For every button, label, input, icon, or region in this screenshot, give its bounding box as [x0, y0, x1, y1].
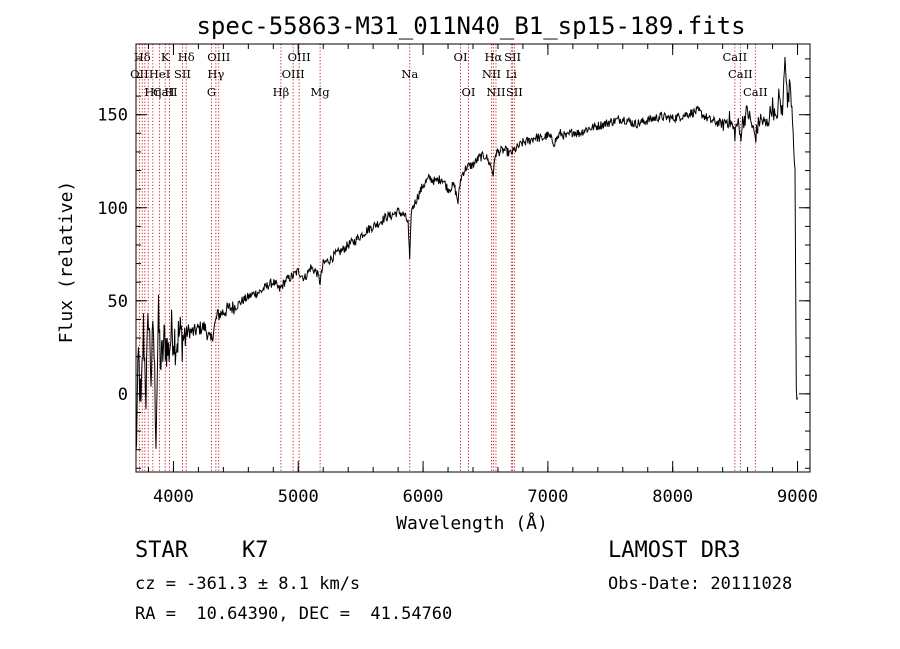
spectral-line-label: Hη	[144, 85, 161, 99]
survey-name: LAMOST DR3	[608, 538, 741, 563]
spectral-line-label: Hβ	[273, 85, 290, 99]
axis-ticks: 4000 5000 6000 7000 8000 9000 0 50 100 150	[97, 44, 818, 507]
redshift-value: cz = -361.3 ± 8.1 km/s	[135, 574, 361, 594]
spectral-line-label: OI	[454, 50, 468, 64]
spectral-line-label: OII	[130, 67, 149, 81]
spectral-line-label: Hα	[484, 50, 502, 64]
y-tick-label: 0	[118, 385, 128, 405]
object-subclass: K7	[242, 538, 269, 563]
spectral-line-label: NII	[482, 67, 501, 81]
spectral-line-label: Mg	[311, 85, 331, 99]
obs-date: Obs-Date: 20111028	[608, 574, 793, 594]
spectral-line-label: Li	[506, 67, 518, 81]
x-axis-label: Wavelength (Å)	[396, 512, 548, 534]
spectral-line-label: K	[161, 50, 170, 64]
spectral-line-label: Na	[401, 67, 418, 81]
spectral-line-label: OIII	[288, 50, 311, 64]
x-tick-label: 8000	[652, 487, 693, 507]
spectral-line-markers	[138, 44, 756, 472]
spectral-line-label: G	[207, 85, 216, 99]
spectral-line-label: Hδ	[178, 50, 195, 64]
x-tick-label: 7000	[527, 487, 568, 507]
spectral-line-label: CaII	[153, 85, 178, 99]
spectral-line-label: H	[165, 85, 175, 99]
x-tick-label: 4000	[153, 487, 194, 507]
plot-frame	[135, 43, 811, 473]
coordinates: RA = 10.64390, DEC = 41.54760	[135, 604, 453, 624]
spectrum-line-0	[135, 56, 798, 451]
spectral-line-label: OIII	[282, 67, 305, 81]
spectral-line-label: OI	[462, 85, 476, 99]
plot-axes	[135, 43, 811, 473]
spectral-line-label: OIII	[207, 50, 230, 64]
spectral-line-label: CaII	[728, 67, 753, 81]
spectral-line-label: SII	[506, 85, 523, 99]
x-tick-label: 9000	[777, 487, 818, 507]
spectral-line-label: CaII	[743, 85, 768, 99]
spectral-line-label: HeI	[149, 67, 170, 81]
spectral-line-label: Hγ	[207, 67, 224, 81]
spectral-line-label: CaII	[722, 50, 747, 64]
spectral-line-label: SII	[174, 67, 191, 81]
spectral-line-label: NII	[486, 85, 505, 99]
x-tick-label: 5000	[278, 487, 319, 507]
x-tick-label: 6000	[403, 487, 444, 507]
chart-title: spec-55863-M31_011N40_B1_sp15-189.fits	[196, 12, 745, 40]
object-class: STAR	[135, 538, 188, 563]
y-tick-label: 100	[97, 199, 128, 219]
spectral-line-label: SII	[504, 50, 521, 64]
y-axis-label: Flux (relative)	[56, 181, 77, 344]
y-tick-label: 50	[108, 292, 128, 312]
spectrum-series	[135, 56, 798, 451]
y-tick-label: 150	[97, 106, 128, 126]
spectral-line-label: Hδ	[134, 50, 151, 64]
